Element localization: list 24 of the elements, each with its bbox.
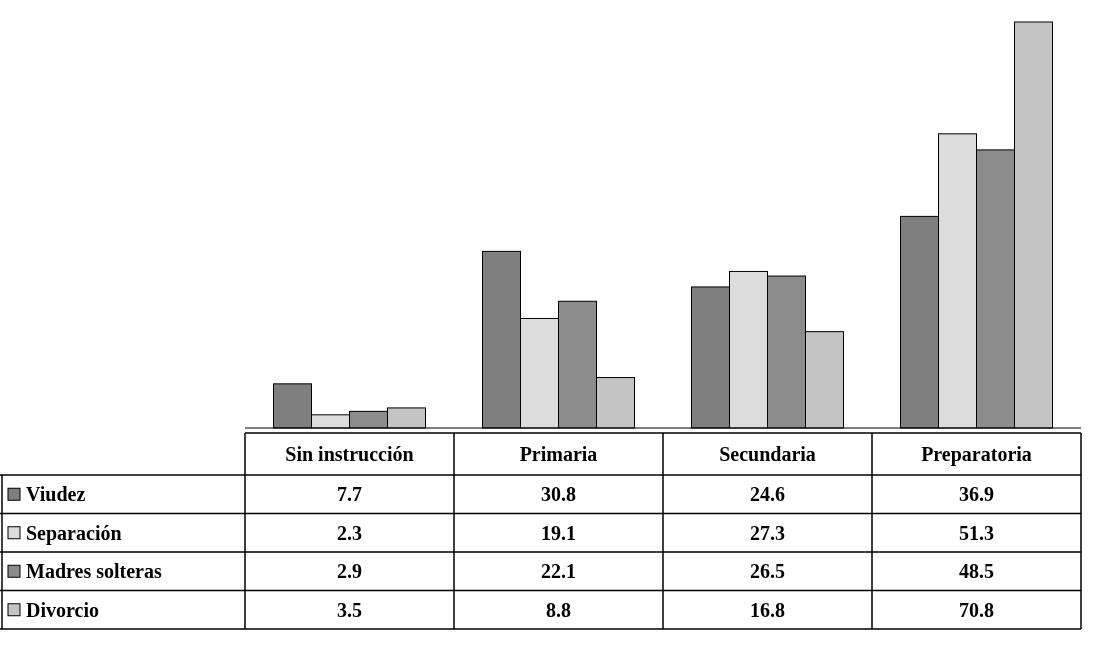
- data-label: 2.9: [337, 560, 362, 583]
- legend-label: Madres solteras: [26, 560, 162, 583]
- data-label: 26.5: [750, 560, 785, 583]
- legend-label: Divorcio: [26, 598, 99, 621]
- legend-label: Viudez: [26, 483, 86, 506]
- legend-label: Separación: [26, 521, 122, 545]
- data-label: 3.5: [337, 598, 362, 621]
- data-label: 24.6: [750, 483, 785, 506]
- data-label: 2.3: [337, 521, 362, 544]
- x-tick-label: Sin instrucción: [285, 443, 414, 465]
- data-label: 48.5: [959, 560, 994, 583]
- data-label: 22.1: [541, 560, 576, 583]
- data-label: 27.3: [750, 521, 785, 544]
- data-label: 30.8: [541, 483, 576, 506]
- data-label: 19.1: [541, 521, 576, 544]
- data-label: 7.7: [337, 483, 362, 506]
- data-label: 36.9: [959, 483, 994, 506]
- data-label: 8.8: [546, 598, 571, 621]
- x-tick-label: Primaria: [519, 443, 598, 465]
- data-label: 51.3: [959, 521, 994, 544]
- data-label: 16.8: [750, 598, 785, 621]
- data-label: 70.8: [959, 598, 994, 621]
- x-tick-label: Preparatoria: [921, 443, 1032, 466]
- x-tick-label: Secundaria: [719, 443, 816, 465]
